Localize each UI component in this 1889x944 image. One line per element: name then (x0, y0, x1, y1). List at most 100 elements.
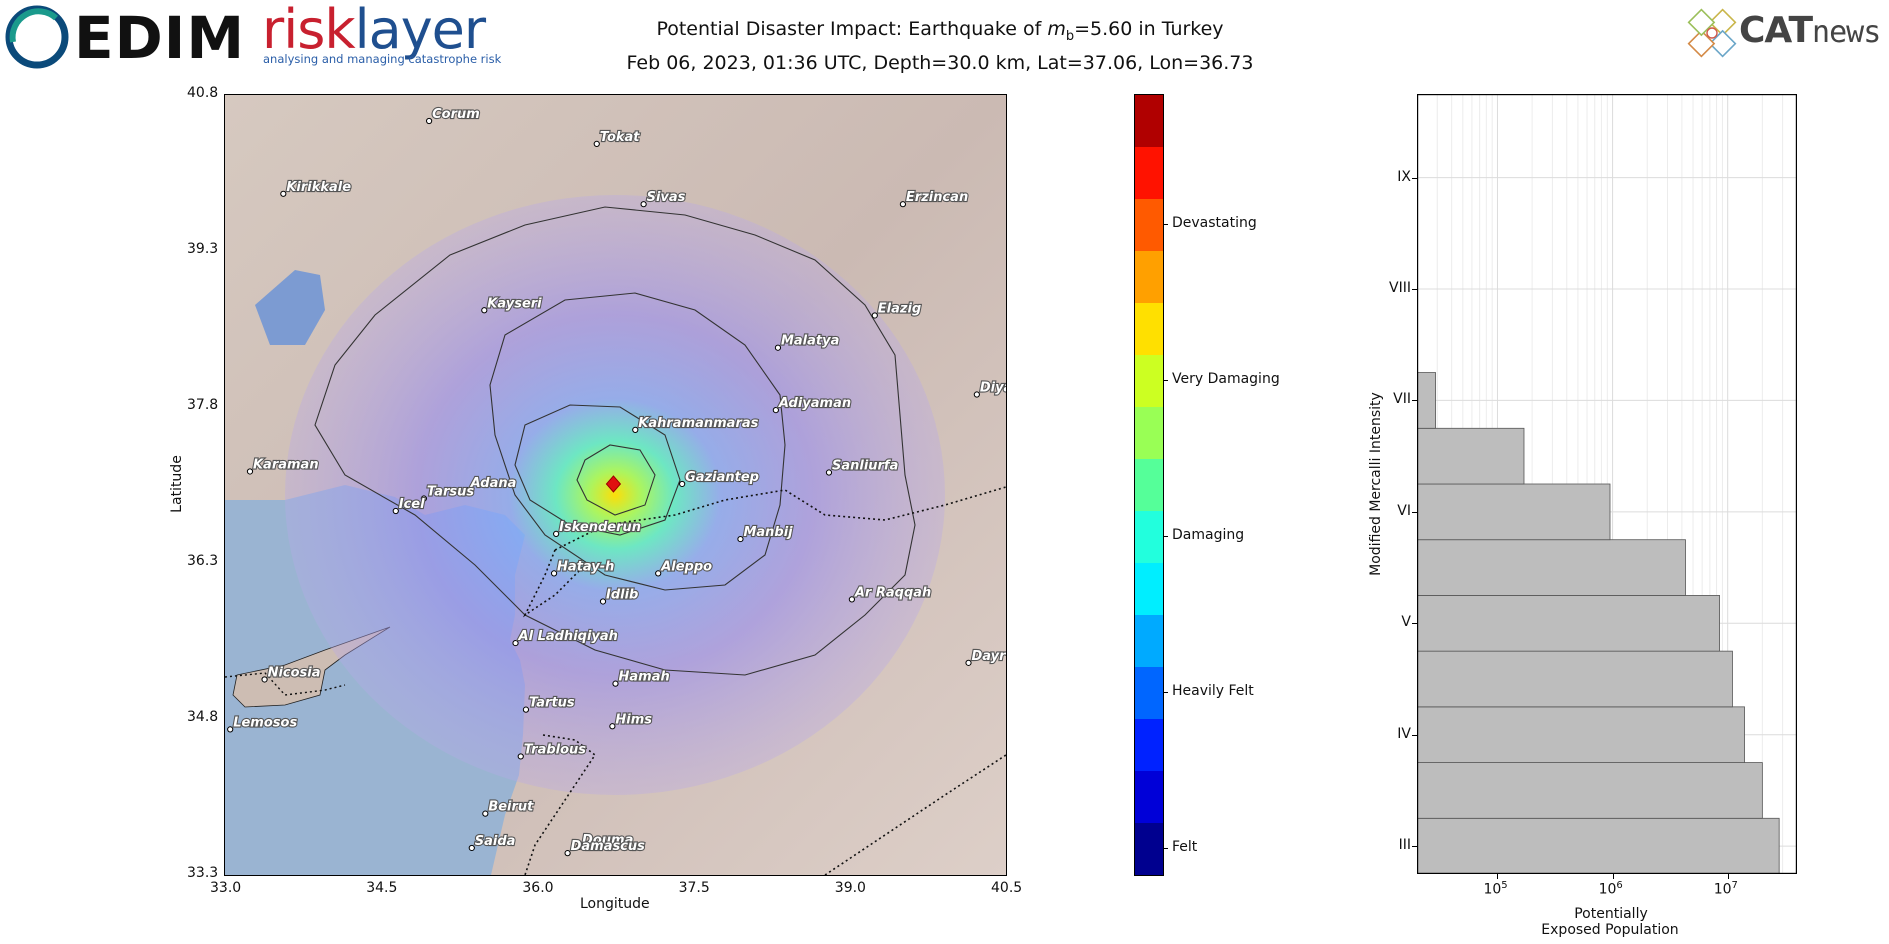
magnitude-subscript: b (1065, 28, 1075, 44)
colorbar-label: Felt (1172, 839, 1198, 855)
colorbar-segment (1135, 407, 1163, 459)
map-y-tick-label: 40.8 (187, 85, 219, 101)
city-marker (612, 680, 619, 687)
colorbar-label: Heavily Felt (1172, 683, 1254, 699)
colorbar-segment (1135, 823, 1163, 875)
title-line2: Feb 06, 2023, 01:36 UTC, Depth=30.0 km, … (626, 51, 1254, 74)
city-label: Corum (432, 107, 480, 122)
border-cyprus (225, 672, 346, 696)
colorbar-segment (1135, 615, 1163, 667)
bar-x-tick-label: 107 (1714, 880, 1738, 898)
bar-y-tick-label: IX (1397, 168, 1411, 185)
exposure-bar-chart (1417, 94, 1797, 874)
colorbar-segment (1135, 459, 1163, 511)
city-layer: Corum Tokat Kirikkale Sivas Erzincan Kayseri E… (227, 106, 1006, 857)
catnews-emblem-icon (1687, 8, 1737, 58)
city-marker (522, 706, 530, 713)
bar-y-tick-label: VI (1397, 502, 1411, 519)
city-marker (420, 495, 427, 502)
bar-chart-border (1417, 94, 1797, 874)
bar-x-axis-title-line1: Potentially (1574, 906, 1648, 922)
exposure-bar (1417, 427, 1525, 485)
colorbar-tick (1163, 536, 1168, 537)
exposure-bar (1417, 483, 1611, 541)
map-y-tick-label: 36.3 (187, 553, 219, 569)
cedim-logo: EDIM (4, 2, 244, 72)
city-label: Tokat (600, 130, 641, 145)
city-marker (517, 753, 524, 760)
city-label: Damascus (571, 839, 646, 854)
city-marker (392, 507, 399, 515)
exposure-bar (1417, 817, 1780, 874)
colorbar-segment (1135, 719, 1163, 771)
exposure-bar (1417, 706, 1745, 763)
colorbar-tick (1163, 848, 1168, 849)
catnews-logo: CATnews (1683, 4, 1889, 66)
colorbar-label: Damaging (1172, 527, 1245, 543)
epicenter-marker (605, 475, 622, 493)
border-syria-lebanon (524, 734, 597, 875)
colorbar-segment (1135, 771, 1163, 823)
city-label: Iskenderun (559, 520, 641, 535)
city-marker (482, 810, 489, 817)
colorbar-segment (1135, 199, 1163, 251)
bar-x-tick-exponent: 5 (1501, 880, 1508, 891)
catnews-logo-text: CATnews (1739, 10, 1881, 51)
bar-x-tick-base: 10 (1598, 881, 1617, 898)
city-label: Adiyaman (778, 396, 851, 411)
epicenter-layer (605, 475, 622, 493)
city-label: Lemosos (233, 715, 297, 730)
risklayer-logo-part2: layer (354, 0, 486, 61)
exposure-bar (1417, 595, 1720, 652)
city-marker (825, 469, 833, 476)
city-marker (280, 190, 287, 197)
city-marker (679, 480, 686, 488)
city-label: Sanliurfa (832, 459, 898, 474)
bar-y-tick-mark (1412, 177, 1417, 179)
bar-y-tick-label: VIII (1389, 280, 1411, 296)
city-label: Ar Raqqah (854, 585, 931, 600)
title-line1-suffix: =5.60 in Turkey (1074, 18, 1224, 40)
city-label: Tartus (529, 696, 575, 711)
city-label: Icel (399, 497, 425, 512)
city-marker (609, 723, 616, 730)
city-marker (965, 659, 972, 666)
bar-x-tick-exponent: 7 (1731, 880, 1738, 891)
city-marker (464, 487, 471, 494)
bar-y-tick-mark (1412, 511, 1417, 513)
city-marker (640, 201, 647, 208)
chart-title: Potential Disaster Impact: Earthquake of… (560, 16, 1320, 76)
city-marker (737, 535, 744, 543)
bar-x-tick-label: 106 (1599, 880, 1623, 898)
bar-y-tick-mark (1412, 846, 1417, 848)
bar-x-tick-mark (1497, 874, 1499, 879)
bar-x-tick-label: 105 (1483, 880, 1507, 898)
city-label: Beirut (488, 800, 534, 815)
intensity-contour-outer (314, 206, 916, 676)
catnews-logo-part2: news (1812, 15, 1881, 50)
map-x-tick-label: 39.0 (834, 880, 866, 896)
exposure-bar (1417, 539, 1686, 596)
city-marker (468, 844, 475, 852)
intensity-colorbar (1134, 94, 1164, 876)
colorbar-tick (1163, 380, 1168, 381)
bar-y-tick-label: VII (1393, 391, 1411, 408)
colorbar-segment (1135, 667, 1163, 719)
intensity-contour-core (576, 444, 656, 516)
colorbar-segment (1135, 147, 1163, 199)
city-label: Kayseri (487, 296, 542, 311)
colorbar-segment (1135, 511, 1163, 563)
city-marker (426, 117, 433, 125)
impact-footprint (285, 195, 945, 795)
city-marker (772, 407, 779, 414)
city-label: Adana (470, 476, 517, 491)
bar-y-tick-mark (1412, 623, 1417, 625)
map-y-tick-label: 34.8 (187, 709, 219, 725)
intensity-contour-middle (489, 292, 786, 591)
exposure-bar (1417, 762, 1763, 819)
catnews-logo-part1: CAT (1739, 10, 1813, 51)
city-label: Manbij (743, 525, 793, 540)
city-label: Aleppo (660, 559, 712, 574)
bar-x-tick-base: 10 (1483, 881, 1502, 898)
bar-x-tick-exponent: 6 (1616, 880, 1623, 891)
